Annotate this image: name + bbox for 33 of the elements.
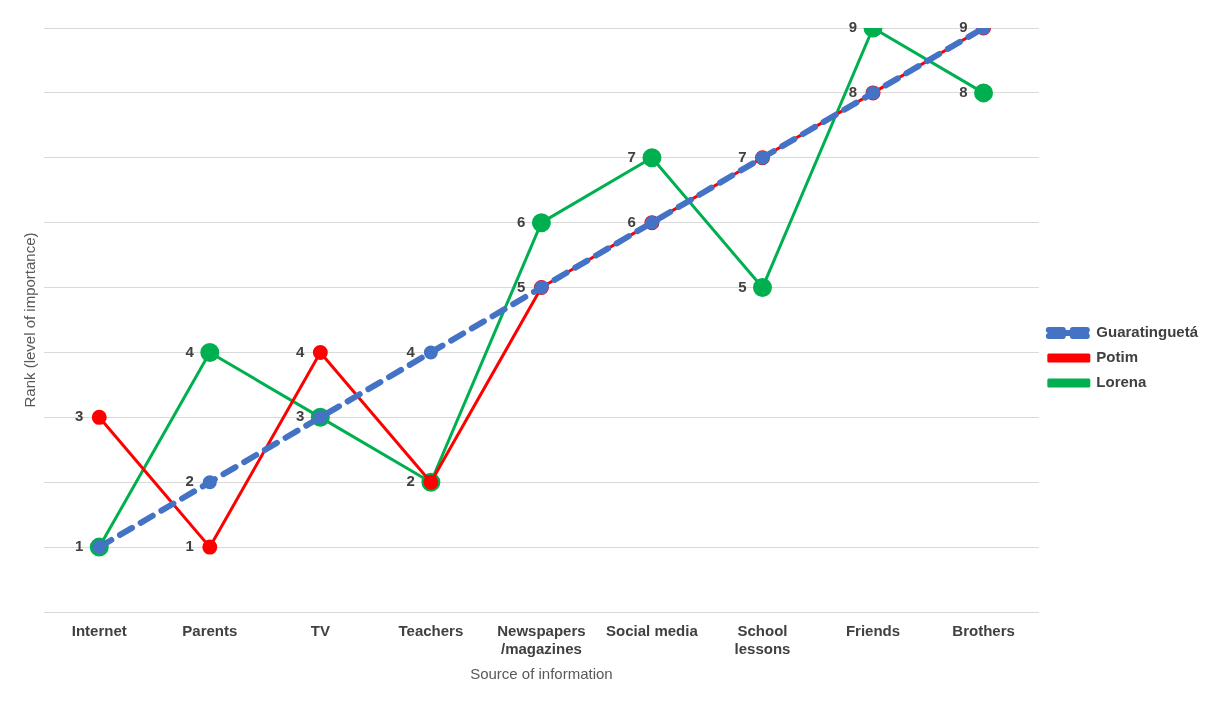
data-label: 8 [848,83,858,101]
x-tick-label: Social media [606,622,699,640]
x-tick-label: Brothers [952,622,1015,640]
data-label: 5 [517,277,526,295]
x-tick-label: School lessons [734,622,791,658]
data-label: 9 [959,18,968,36]
data-label: 2 [406,472,415,490]
data-label: 6 [517,212,526,230]
x-tick-label: Internet [71,622,127,640]
x-tick-label: Teachers [398,622,464,640]
data-label: 8 [959,83,968,101]
data-label: 3 [295,407,305,425]
x-tick-label: TV [310,622,330,640]
data-label: 4 [406,342,416,360]
legend-label: Potim [1096,348,1138,366]
data-label: 3 [74,407,84,425]
data-label: 7 [627,147,636,165]
data-label: 6 [627,212,636,230]
data-label: 7 [738,147,747,165]
data-label: 1 [74,537,84,555]
legend-label: Guaratinguetá [1096,323,1199,341]
data-label: 2 [185,472,194,490]
legend-label: Lorena [1096,373,1147,391]
x-tick-label: Friends [845,622,901,640]
y-axis-title: Rank (level of importance) [21,232,39,408]
data-label: 4 [295,342,305,360]
data-label: 4 [185,342,195,360]
x-tick-label: Parents [182,622,238,640]
x-tick-label: Newspapers /magazines [497,622,586,658]
data-label: 5 [738,277,747,295]
x-axis-title: Source of information [470,665,613,683]
data-label: 9 [848,18,858,36]
data-label: 1 [185,537,194,555]
